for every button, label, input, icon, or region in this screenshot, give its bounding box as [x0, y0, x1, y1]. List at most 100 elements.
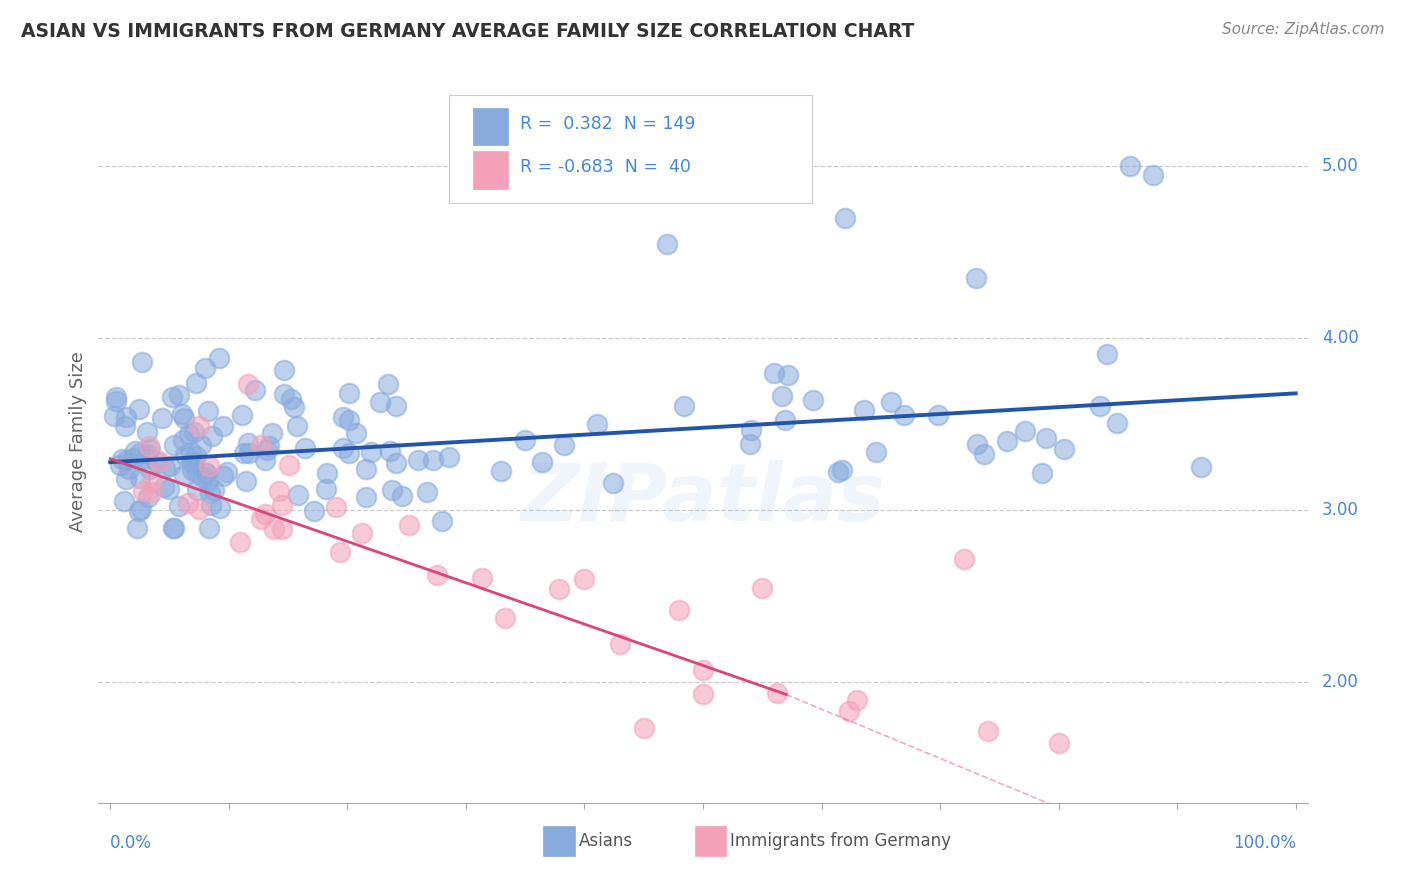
Point — [186, 483, 208, 497]
Point — [657, 236, 679, 251]
Point — [354, 490, 377, 504]
Point — [1105, 416, 1128, 430]
Point — [273, 362, 295, 376]
Point — [422, 453, 444, 467]
Point — [776, 368, 799, 383]
Point — [337, 445, 360, 459]
Point — [391, 490, 413, 504]
Point — [253, 452, 276, 467]
Point — [162, 390, 184, 404]
Point — [553, 438, 575, 452]
Point — [148, 454, 170, 468]
Point — [181, 463, 204, 477]
Point — [995, 434, 1018, 448]
Point — [115, 452, 138, 467]
Point — [515, 433, 537, 447]
Point — [128, 401, 150, 416]
Point — [770, 389, 793, 403]
Point — [337, 413, 360, 427]
Point — [380, 443, 402, 458]
Point — [110, 452, 132, 467]
Point — [271, 522, 294, 536]
Text: Source: ZipAtlas.com: Source: ZipAtlas.com — [1222, 22, 1385, 37]
Point — [228, 535, 250, 549]
Point — [135, 450, 157, 465]
Point — [131, 355, 153, 369]
Point — [114, 472, 136, 486]
Point — [437, 450, 460, 464]
Point — [163, 438, 186, 452]
Point — [273, 387, 295, 401]
Point — [172, 433, 194, 447]
Y-axis label: Average Family Size: Average Family Size — [69, 351, 87, 532]
Point — [287, 488, 309, 502]
Point — [633, 721, 655, 735]
Point — [200, 486, 222, 500]
Point — [180, 455, 202, 469]
Point — [201, 429, 224, 443]
Point — [337, 386, 360, 401]
Text: 100.0%: 100.0% — [1233, 834, 1296, 852]
Point — [285, 419, 308, 434]
Point — [250, 437, 273, 451]
Point — [162, 520, 184, 534]
Point — [200, 498, 222, 512]
Text: 0.0%: 0.0% — [110, 834, 152, 852]
Point — [188, 501, 211, 516]
Point — [235, 475, 257, 489]
Point — [232, 445, 254, 459]
Text: ASIAN VS IMMIGRANTS FROM GERMANY AVERAGE FAMILY SIZE CORRELATION CHART: ASIAN VS IMMIGRANTS FROM GERMANY AVERAGE… — [21, 22, 914, 41]
Point — [136, 490, 159, 504]
Point — [368, 394, 391, 409]
Point — [157, 483, 180, 497]
Point — [384, 456, 406, 470]
Point — [773, 413, 796, 427]
Text: 2.00: 2.00 — [1322, 673, 1360, 691]
Point — [212, 418, 235, 433]
Point — [952, 551, 974, 566]
Point — [186, 376, 208, 390]
FancyBboxPatch shape — [695, 826, 725, 856]
Point — [283, 400, 305, 414]
Point — [329, 545, 352, 559]
Point — [202, 483, 225, 497]
Point — [846, 692, 869, 706]
Point — [236, 435, 259, 450]
Point — [1047, 736, 1070, 750]
Point — [489, 464, 512, 478]
Text: Asians: Asians — [578, 832, 633, 850]
Text: ZIPatlas: ZIPatlas — [520, 460, 886, 539]
Point — [278, 458, 301, 473]
Point — [763, 366, 786, 380]
Point — [110, 458, 132, 472]
Point — [315, 483, 337, 497]
Text: R = -0.683  N =  40: R = -0.683 N = 40 — [520, 158, 692, 176]
Point — [184, 449, 207, 463]
Point — [195, 466, 218, 480]
Point — [103, 409, 125, 424]
Point — [124, 444, 146, 458]
Point — [180, 445, 202, 459]
FancyBboxPatch shape — [474, 151, 509, 189]
Point — [976, 723, 998, 738]
Point — [609, 637, 631, 651]
Point — [471, 571, 494, 585]
Point — [1088, 399, 1111, 413]
Point — [271, 498, 294, 512]
FancyBboxPatch shape — [449, 95, 811, 203]
Point — [425, 567, 447, 582]
Point — [197, 474, 219, 488]
Point — [195, 466, 218, 480]
Point — [269, 483, 291, 498]
Point — [212, 468, 235, 483]
Point — [208, 501, 231, 516]
Point — [692, 663, 714, 677]
FancyBboxPatch shape — [543, 826, 575, 856]
Point — [104, 390, 127, 404]
Point — [146, 455, 169, 469]
Point — [692, 687, 714, 701]
Text: 3.00: 3.00 — [1322, 501, 1360, 519]
Point — [530, 455, 553, 469]
Point — [135, 447, 157, 461]
Point — [174, 448, 197, 462]
